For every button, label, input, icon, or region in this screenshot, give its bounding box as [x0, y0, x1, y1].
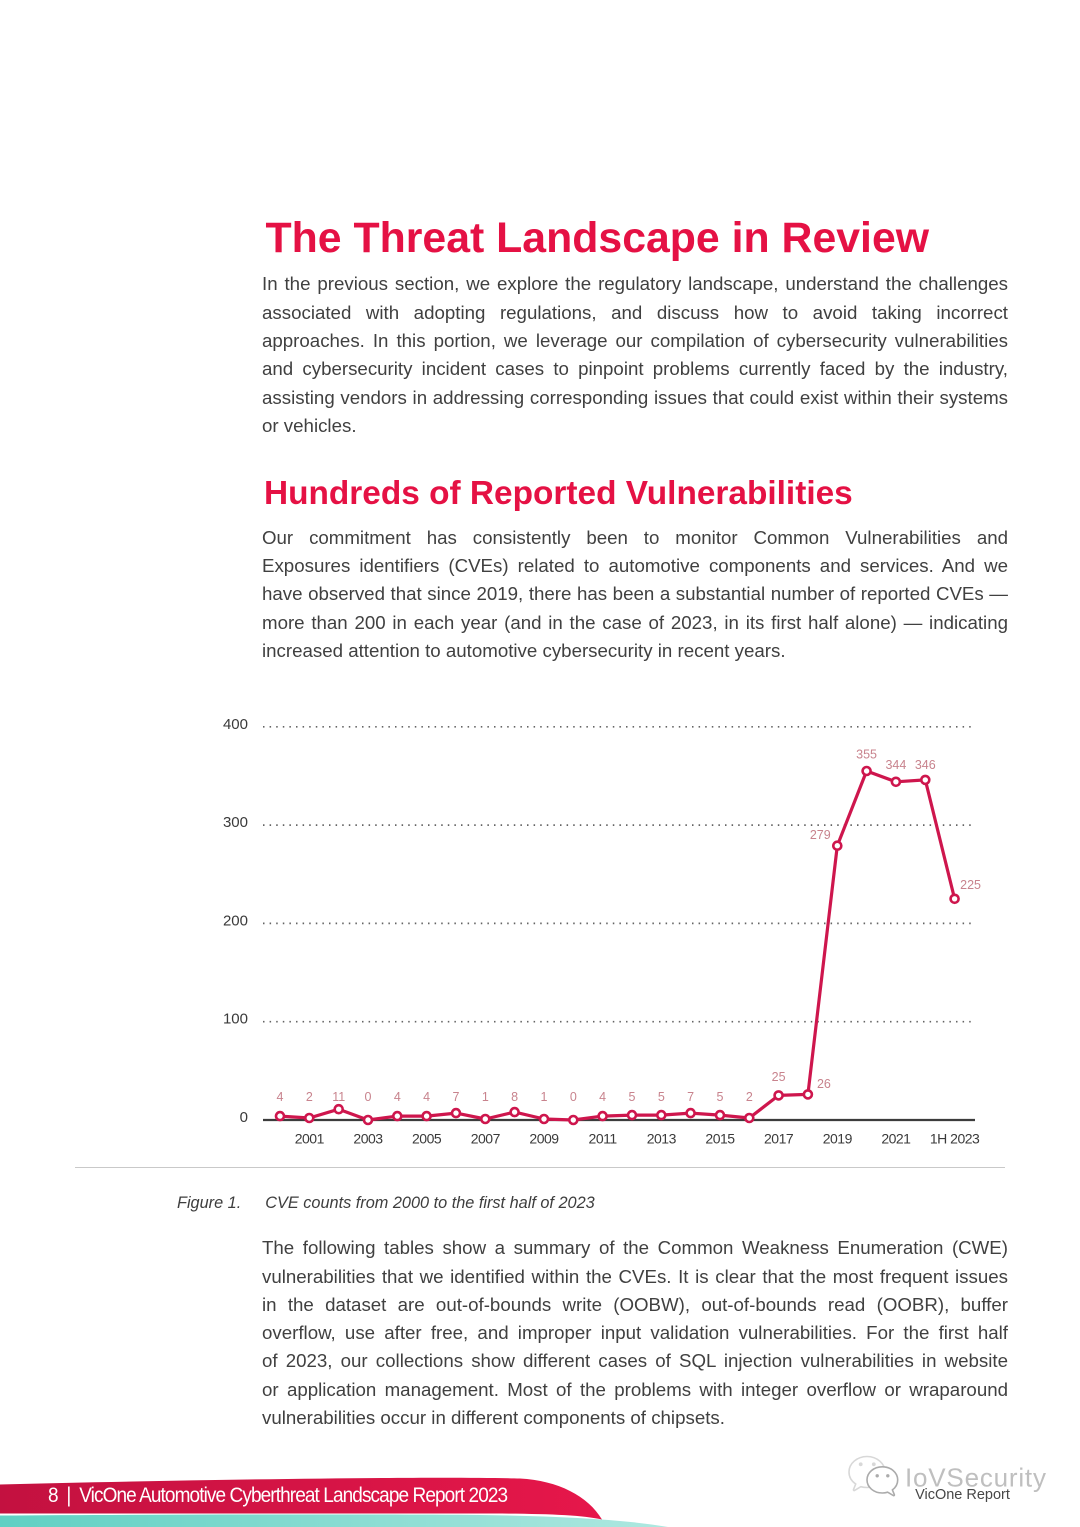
svg-text:2003: 2003 [353, 1131, 383, 1147]
svg-text:2021: 2021 [881, 1131, 911, 1147]
svg-text:2017: 2017 [764, 1131, 794, 1147]
svg-text:2019: 2019 [823, 1131, 853, 1147]
svg-text:400: 400 [223, 716, 248, 733]
svg-text:4: 4 [394, 1090, 401, 1104]
svg-text:26: 26 [817, 1077, 831, 1091]
svg-text:2001: 2001 [295, 1131, 325, 1147]
svg-text:200: 200 [223, 912, 248, 929]
svg-text:4: 4 [423, 1090, 430, 1104]
svg-text:355: 355 [856, 748, 877, 762]
svg-text:4: 4 [599, 1090, 606, 1104]
svg-text:2013: 2013 [647, 1131, 677, 1147]
svg-text:300: 300 [223, 814, 248, 831]
svg-text:2007: 2007 [471, 1131, 501, 1147]
svg-text:2009: 2009 [529, 1131, 559, 1147]
svg-text:2005: 2005 [412, 1131, 442, 1147]
svg-text:4: 4 [277, 1090, 284, 1104]
svg-text:2: 2 [306, 1090, 313, 1104]
svg-text:1: 1 [482, 1090, 489, 1104]
svg-text:0: 0 [240, 1109, 248, 1126]
svg-text:5: 5 [717, 1090, 724, 1104]
svg-text:7: 7 [687, 1090, 694, 1104]
svg-text:7: 7 [453, 1090, 460, 1104]
svg-text:1: 1 [541, 1090, 548, 1104]
svg-text:100: 100 [223, 1011, 248, 1028]
svg-text:2015: 2015 [705, 1131, 735, 1147]
svg-text:346: 346 [915, 758, 936, 772]
svg-text:2: 2 [746, 1090, 753, 1104]
svg-text:279: 279 [810, 828, 831, 842]
svg-text:344: 344 [885, 758, 906, 772]
svg-text:25: 25 [772, 1070, 786, 1084]
svg-text:11: 11 [332, 1090, 345, 1104]
svg-text:225: 225 [960, 878, 981, 892]
svg-text:2011: 2011 [589, 1131, 618, 1147]
svg-text:5: 5 [629, 1090, 636, 1104]
svg-text:IoVSecurity: IoVSecurity [905, 1462, 1047, 1492]
svg-text:1H 2023: 1H 2023 [930, 1131, 980, 1147]
svg-text:8: 8 [511, 1090, 518, 1104]
svg-text:0: 0 [570, 1090, 577, 1104]
svg-text:0: 0 [365, 1090, 372, 1104]
svg-text:5: 5 [658, 1090, 665, 1104]
